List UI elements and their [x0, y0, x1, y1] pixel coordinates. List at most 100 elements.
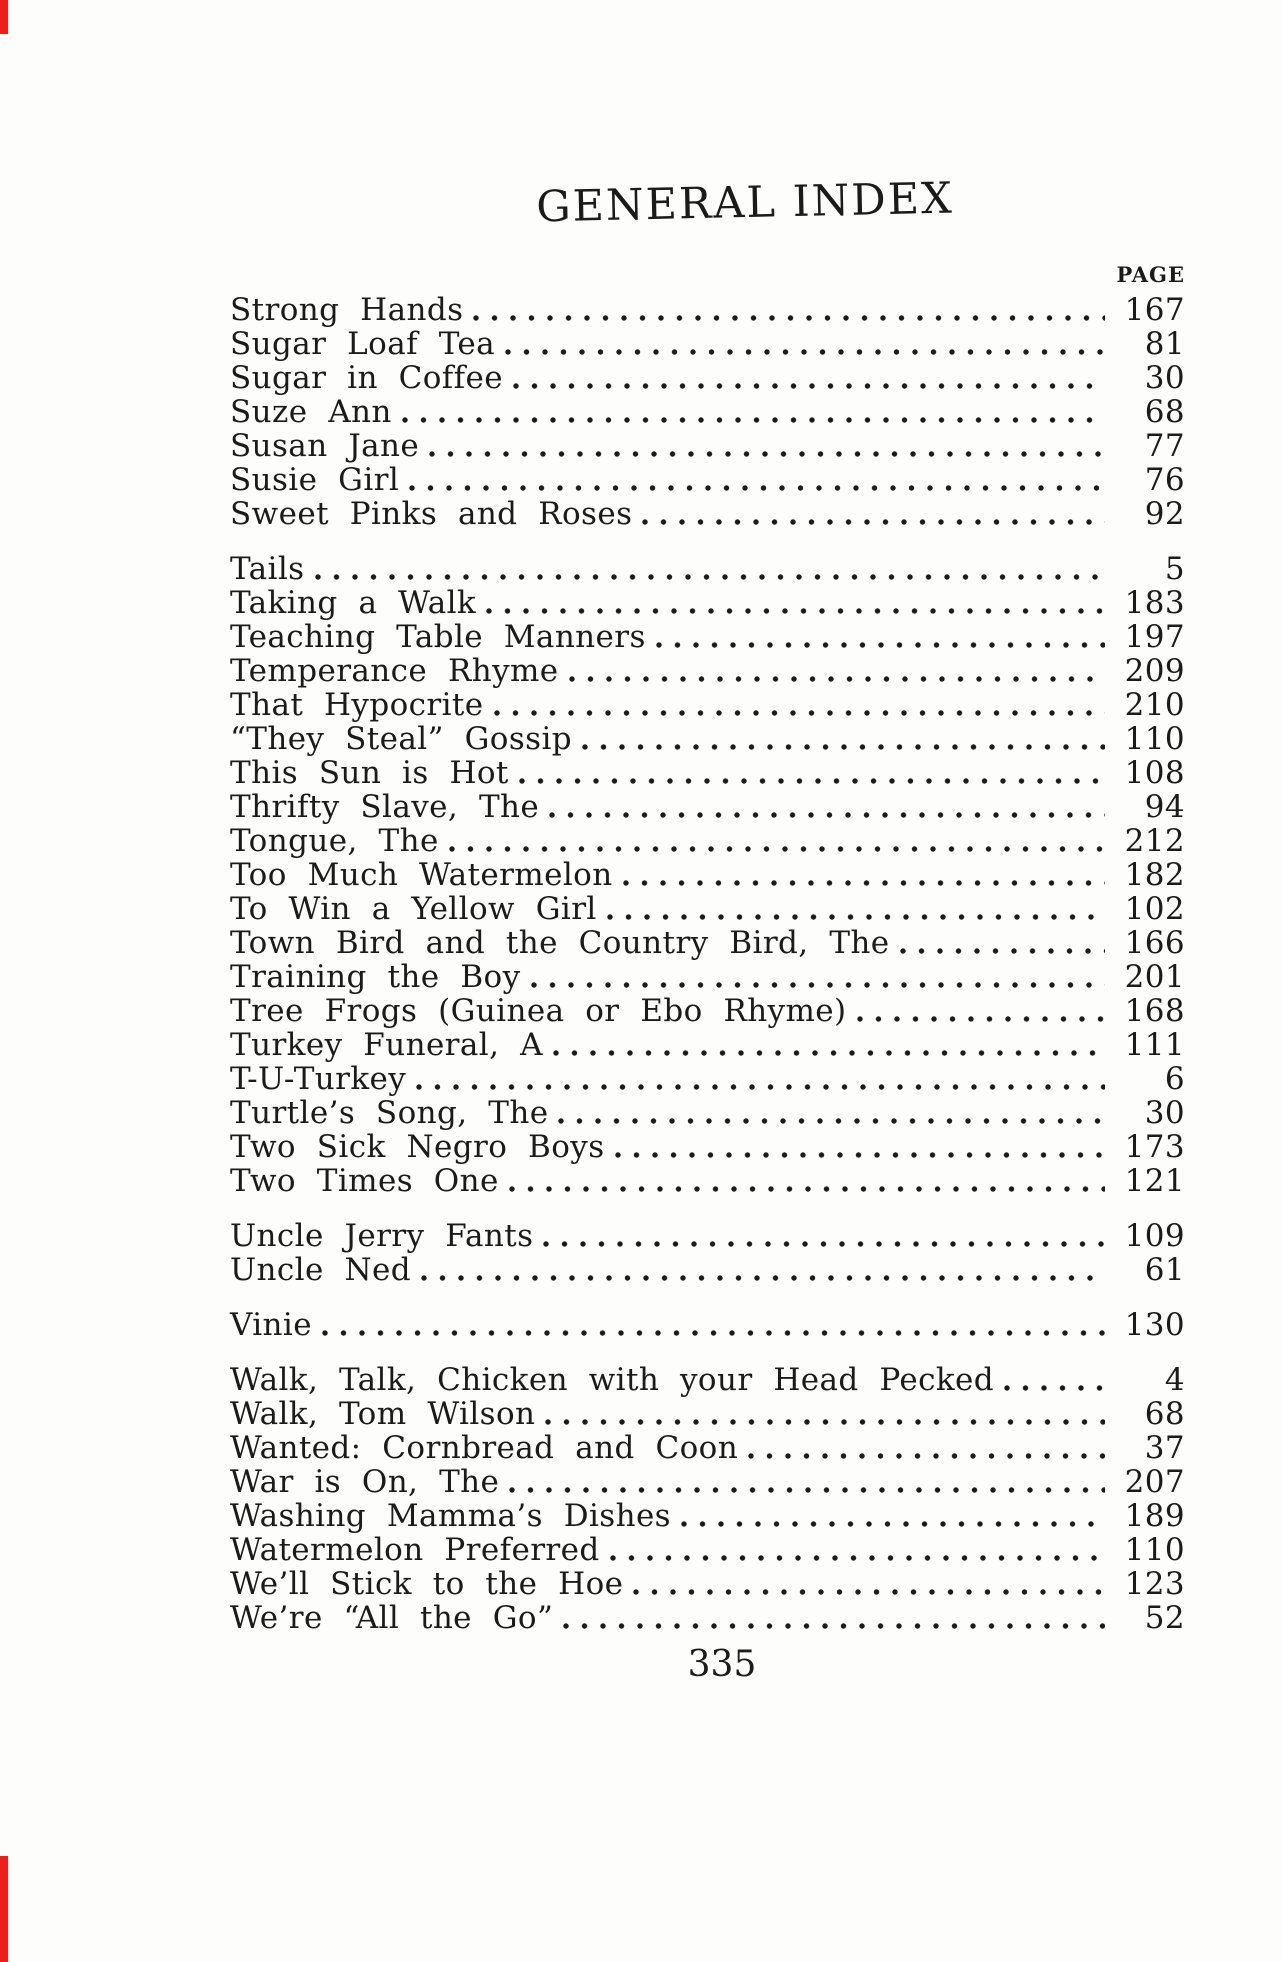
index-list: Strong Hands 167 Sugar Loaf Tea 81 Sugar in …: [230, 293, 1185, 1635]
entry-title: Watermelon Preferred: [230, 1532, 600, 1568]
entry-page-number: 173: [1124, 1129, 1185, 1165]
entry-page-number: 121: [1124, 1163, 1185, 1199]
dot-leader: [419, 429, 1109, 463]
index-entry: Walk, Talk, Chicken with your Head Pecke…: [230, 1363, 1185, 1397]
entry-page-number: 37: [1144, 1430, 1185, 1466]
entry-page-number: 52: [1144, 1600, 1185, 1636]
entry-title: Sweet Pinks and Roses: [230, 496, 633, 532]
page-title: GENERAL INDEX: [535, 173, 955, 233]
entry-title: Training the Boy: [230, 959, 521, 995]
entry-title: Turtle’s Song, The: [230, 1095, 549, 1131]
entry-title: Uncle Ned: [230, 1252, 412, 1288]
folio-page-number: 335: [687, 1644, 757, 1685]
dot-leader: [559, 654, 1109, 688]
index-entry: War is On, The 207: [230, 1465, 1185, 1499]
index-entry: Uncle Ned 61: [230, 1253, 1185, 1287]
index-entry: Vinie 130: [230, 1308, 1185, 1342]
dot-leader: [605, 1130, 1109, 1164]
dot-leader: [572, 722, 1109, 756]
entry-page-number: 110: [1124, 721, 1185, 757]
dot-leader: [312, 1308, 1109, 1342]
dot-leader: [597, 892, 1109, 926]
entry-page-number: 92: [1144, 496, 1185, 532]
index-entry: Two Sick Negro Boys 173: [230, 1130, 1185, 1164]
entry-title: Suze Ann: [230, 394, 392, 430]
dot-leader: [406, 1062, 1109, 1096]
dot-leader: [632, 497, 1109, 531]
index-entry: Uncle Jerry Fants 109: [230, 1219, 1185, 1253]
entry-page-number: 76: [1144, 462, 1185, 498]
index-entry: That Hypocrite 210: [230, 688, 1185, 722]
dot-leader: [994, 1363, 1109, 1397]
entry-title: Sugar in Coffee: [230, 360, 504, 396]
index-entry: Town Bird and the Country Bird, The 166: [230, 926, 1185, 960]
dot-leader: [847, 994, 1109, 1028]
entry-title: Susie Girl: [230, 462, 400, 498]
entry-title: Two Sick Negro Boys: [230, 1129, 605, 1165]
index-entry: Tails 5: [230, 552, 1185, 586]
entry-title: Wanted: Cornbread and Coon: [230, 1430, 739, 1466]
entry-title: Too Much Watermelon: [230, 857, 613, 893]
index-entry: Sugar in Coffee 30: [230, 361, 1185, 395]
entry-page-number: 30: [1144, 360, 1185, 396]
index-entry: Tongue, The 212: [230, 824, 1185, 858]
entry-title: Walk, Tom Wilson: [230, 1396, 536, 1432]
entry-title: Strong Hands: [230, 292, 464, 328]
dot-leader: [476, 586, 1109, 620]
entry-page-number: 189: [1124, 1498, 1185, 1534]
dot-leader: [399, 463, 1109, 497]
entry-page-number: 166: [1124, 925, 1185, 961]
index-entry: T-U-Turkey 6: [230, 1062, 1185, 1096]
dot-leader: [738, 1431, 1109, 1465]
entry-page-number: 183: [1124, 585, 1185, 621]
dot-leader: [671, 1499, 1109, 1533]
index-entry: Taking a Walk 183: [230, 586, 1185, 620]
entry-page-number: 209: [1124, 653, 1185, 689]
entry-page-number: 68: [1144, 1396, 1185, 1432]
entry-page-number: 210: [1124, 687, 1185, 723]
entry-title: Tails: [230, 551, 305, 587]
entry-page-number: 61: [1144, 1252, 1185, 1288]
entry-page-number: 94: [1144, 789, 1185, 825]
dot-leader: [539, 790, 1109, 824]
entry-title: To Win a Yellow Girl: [230, 891, 597, 927]
dot-leader: [305, 552, 1110, 586]
index-group: Walk, Talk, Chicken with your Head Pecke…: [230, 1363, 1185, 1635]
page-column-header: PAGE: [1116, 262, 1185, 287]
index-entry: To Win a Yellow Girl 102: [230, 892, 1185, 926]
entry-title: Tongue, The: [230, 823, 439, 859]
entry-title: Two Times One: [230, 1163, 499, 1199]
entry-title: War is On, The: [230, 1464, 500, 1500]
index-group: Tails 5 Taking a Walk 183 Teaching Table Man…: [230, 552, 1185, 1198]
dot-leader: [495, 327, 1109, 361]
dot-leader: [411, 1253, 1109, 1287]
entry-page-number: 5: [1164, 551, 1185, 587]
entry-page-number: 30: [1144, 1095, 1185, 1131]
index-entry: Sweet Pinks and Roses 92: [230, 497, 1185, 531]
entry-title: “They Steal” Gossip: [230, 721, 573, 757]
entry-page-number: 111: [1124, 1027, 1185, 1063]
index-entry: Susan Jane 77: [230, 429, 1185, 463]
entry-title: That Hypocrite: [230, 687, 484, 723]
index-entry: Thrifty Slave, The 94: [230, 790, 1185, 824]
dot-leader: [890, 926, 1109, 960]
entry-title: Teaching Table Manners: [230, 619, 646, 655]
entry-page-number: 130: [1124, 1307, 1185, 1343]
dot-leader: [499, 1164, 1109, 1198]
dot-leader: [543, 1028, 1109, 1062]
entry-page-number: 109: [1124, 1218, 1185, 1254]
index-entry: Watermelon Preferred 110: [230, 1533, 1185, 1567]
entry-title: Turkey Funeral, A: [230, 1027, 543, 1063]
entry-title: T-U-Turkey: [230, 1061, 407, 1097]
dot-leader: [613, 858, 1109, 892]
entry-title: Susan Jane: [230, 428, 420, 464]
entry-title: This Sun is Hot: [230, 755, 509, 791]
entry-page-number: 197: [1124, 619, 1185, 655]
entry-title: Washing Mamma’s Dishes: [230, 1498, 671, 1534]
entry-page-number: 6: [1164, 1061, 1185, 1097]
dot-leader: [535, 1397, 1109, 1431]
index-entry: Turkey Funeral, A 111: [230, 1028, 1185, 1062]
index-group: Strong Hands 167 Sugar Loaf Tea 81 Sugar in …: [230, 293, 1185, 531]
index-entry: Two Times One 121: [230, 1164, 1185, 1198]
